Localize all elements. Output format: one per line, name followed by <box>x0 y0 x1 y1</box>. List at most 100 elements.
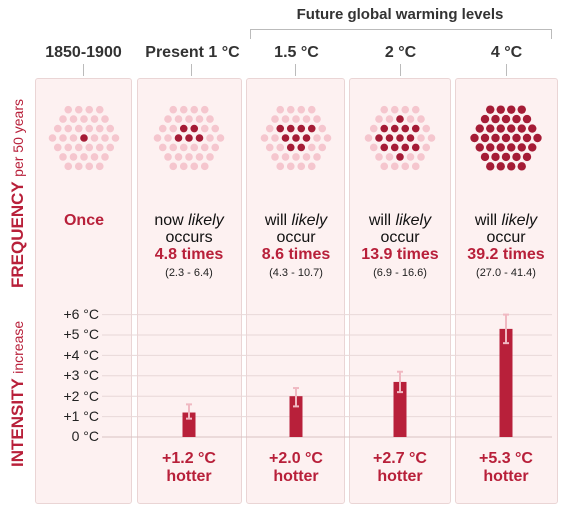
frequency-dot <box>271 134 279 142</box>
frequency-dot <box>307 162 316 171</box>
frequency-dot <box>271 153 279 161</box>
frequency-dot <box>106 143 115 152</box>
frequency-dot <box>318 124 327 133</box>
frequency-dot <box>385 115 394 123</box>
frequency-dot-highlighted <box>486 105 495 114</box>
frequency-once: Once <box>63 212 104 229</box>
panel-1850-1900 <box>35 78 132 504</box>
freq-likely: likely <box>291 212 328 229</box>
frequency-dot-highlighted <box>396 115 404 123</box>
freq-times: 8.6 times <box>261 246 331 263</box>
frequency-dot <box>406 115 415 123</box>
frequency-dot <box>101 153 109 161</box>
frequency-dot-highlighted <box>401 143 410 152</box>
intensity-label-present: +1.2 °C hotter <box>137 450 241 486</box>
frequency-dot <box>69 115 78 123</box>
frequency-dot <box>59 134 67 142</box>
frequency-dot <box>195 153 204 161</box>
frequency-dot <box>313 115 321 123</box>
intensity-suffix: hotter <box>377 468 423 485</box>
column-header-present: Present 1 °C <box>145 44 240 61</box>
intensity-label-2: +2.7 °C hotter <box>348 450 452 486</box>
frequency-dot <box>185 115 193 123</box>
frequency-dot-highlighted <box>480 133 490 143</box>
frequency-dot <box>417 115 425 123</box>
intensity-value: +1.2 °C <box>162 450 216 467</box>
frequency-dot <box>417 153 425 161</box>
frequency-dot <box>164 134 172 142</box>
frequency-dot-highlighted <box>292 134 300 142</box>
header-tick <box>506 64 507 76</box>
frequency-dot-highlighted <box>486 143 495 152</box>
freq-times: 13.9 times <box>361 246 439 263</box>
frequency-dot <box>375 115 383 123</box>
frequency-dot <box>411 105 420 114</box>
frequency-dot <box>69 153 78 161</box>
frequency-dot <box>307 143 316 152</box>
frequency-dot <box>64 105 73 114</box>
intensity-value: +2.7 °C <box>373 450 427 467</box>
frequency-dot-highlighted <box>507 143 516 152</box>
freq-post: occur <box>276 229 316 246</box>
frequency-dot-highlighted <box>522 152 532 162</box>
frequency-dot-highlighted <box>486 124 495 133</box>
intensity-bar <box>289 396 303 437</box>
frequency-dot <box>85 162 94 171</box>
frequency-dot-highlighted <box>512 114 521 124</box>
frequency-dot <box>292 153 300 161</box>
frequency-dot <box>190 105 199 114</box>
intensity-suffix: hotter <box>483 468 529 485</box>
frequency-dot <box>111 134 120 142</box>
frequency-dot <box>200 124 209 133</box>
frequency-dot-highlighted <box>496 124 505 133</box>
frequency-dot <box>297 162 306 171</box>
frequency-dot <box>276 143 285 152</box>
freq-times: 39.2 times <box>467 246 545 263</box>
future-warming-title: Future global warming levels <box>296 6 504 23</box>
frequency-dot-highlighted <box>385 134 394 142</box>
freq-range: (27.0 - 41.4) <box>476 267 536 279</box>
frequency-dot <box>271 115 279 123</box>
column-header-4: 4 °C <box>490 44 523 61</box>
frequency-dot-highlighted <box>517 105 526 114</box>
frequency-dot-highlighted <box>496 105 505 114</box>
frequency-dot <box>297 105 306 114</box>
frequency-dot <box>427 134 436 142</box>
frequency-dot <box>375 153 383 161</box>
frequency-dot <box>292 115 300 123</box>
frequency-dot <box>74 124 83 133</box>
frequency-dot <box>74 143 83 152</box>
header-tick <box>191 64 192 76</box>
frequency-dot <box>95 124 104 133</box>
frequency-text-4: will likely occur 39.2 times (27.0 - 41.… <box>454 212 558 282</box>
intensity-label-1-5: +2.0 °C hotter <box>244 450 348 486</box>
frequency-dot-highlighted <box>286 143 295 152</box>
frequency-dot-highlighted <box>195 134 204 142</box>
frequency-dot-highlighted <box>501 152 511 162</box>
y-tick-label: +2 °C <box>63 388 99 404</box>
frequency-dot <box>417 134 425 142</box>
frequency-dot-highlighted <box>491 133 500 143</box>
intensity-value: +2.0 °C <box>269 450 323 467</box>
frequency-dot <box>265 124 274 133</box>
frequency-dot-highlighted <box>486 162 495 171</box>
frequency-dot-highlighted <box>179 124 188 133</box>
frequency-dot <box>211 124 220 133</box>
frequency-dot <box>169 143 178 152</box>
frequency-dot <box>313 153 321 161</box>
frequency-dot <box>80 153 88 161</box>
frequency-dot <box>64 124 73 133</box>
frequency-dot <box>174 153 183 161</box>
frequency-dot-highlighted <box>475 124 484 133</box>
frequency-dot <box>276 162 285 171</box>
frequency-dot <box>406 153 415 161</box>
frequency-dot-highlighted <box>307 124 316 133</box>
freq-times: 4.8 times <box>154 246 224 263</box>
frequency-dot-highlighted <box>512 152 521 162</box>
y-tick-label: +1 °C <box>63 408 99 424</box>
frequency-dot <box>364 134 373 142</box>
frequency-dot-highlighted <box>501 114 511 124</box>
freq-post: occur <box>486 229 526 246</box>
frequency-dot <box>190 162 199 171</box>
frequency-dot <box>64 162 73 171</box>
